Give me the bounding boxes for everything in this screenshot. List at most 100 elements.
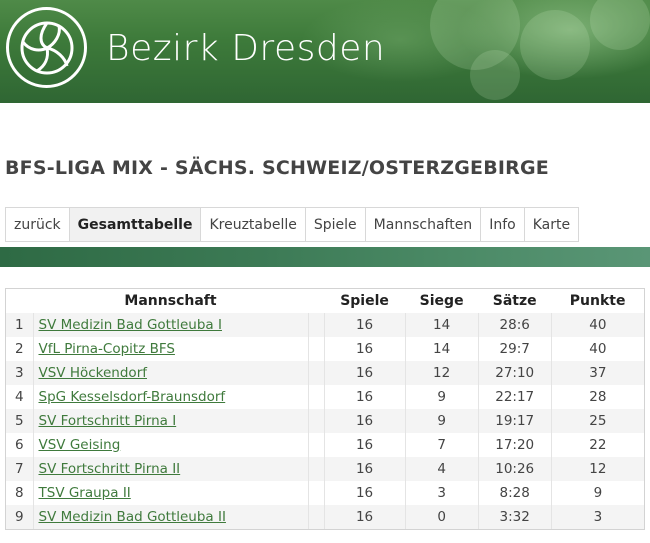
cell-games: 16 (323, 457, 406, 481)
cell-team: VSV Höckendorf (32, 361, 308, 385)
page-title: BFS-LIGA MIX - SÄCHS. SCHWEIZ/OSTERZGEBI… (5, 157, 549, 179)
col-team: Mannschaft (124, 293, 217, 309)
tab-info[interactable]: Info (481, 208, 525, 241)
cell-sets: 8:28 (477, 481, 552, 505)
tab-map[interactable]: Karte (532, 216, 571, 233)
cell-points: 12 (550, 457, 644, 481)
cell-sets: 17:20 (477, 433, 552, 457)
cell-wins: 3 (404, 481, 479, 505)
table-row: 4 SpG Kesselsdorf-Braunsdorf 16 9 22:17 28 (6, 385, 644, 409)
col-gap (308, 289, 324, 313)
team-link[interactable]: SV Medizin Bad Gottleuba I (38, 317, 222, 333)
cell-points: 28 (550, 385, 644, 409)
cell-wins: 12 (404, 361, 479, 385)
team-link[interactable]: SpG Kesselsdorf-Braunsdorf (38, 389, 226, 405)
table-row: 7 SV Fortschritt Pirna II 16 4 10:26 12 (6, 457, 644, 481)
cell-wins: 14 (404, 313, 479, 337)
cell-points: 40 (550, 337, 644, 361)
cell-games: 16 (323, 505, 406, 529)
tab-cross-table[interactable]: Kreuztabelle (201, 208, 306, 241)
team-link[interactable]: TSV Graupa II (38, 485, 131, 501)
col-games: Spiele (340, 293, 389, 309)
cell-games: 16 (323, 433, 406, 457)
cell-sets: 3:32 (477, 505, 552, 529)
table-row: 5 SV Fortschritt Pirna I 16 9 19:17 25 (6, 409, 644, 433)
site-header: Bezirk Dresden (0, 0, 650, 103)
team-link[interactable]: SV Fortschritt Pirna I (38, 413, 177, 429)
tab-games[interactable]: Spiele (306, 208, 366, 241)
tab-teams[interactable]: Mannschaften (366, 208, 482, 241)
standings-table: Mannschaft Spiele Siege Sätze Punkte 1 SV… (5, 288, 645, 530)
cell-gap (307, 313, 324, 337)
cell-games: 16 (323, 361, 406, 385)
header-decoration (520, 10, 590, 80)
cell-points: 22 (550, 433, 644, 457)
col-sets: Sätze (492, 293, 537, 309)
cell-team: SV Fortschritt Pirna II (32, 457, 308, 481)
cell-gap (307, 481, 324, 505)
cell-gap (307, 457, 324, 481)
team-link[interactable]: SV Fortschritt Pirna II (38, 461, 181, 477)
cell-games: 16 (323, 337, 406, 361)
cell-sets: 28:6 (477, 313, 552, 337)
cell-position: 5 (6, 409, 33, 433)
cell-gap (307, 433, 324, 457)
cell-gap (307, 337, 324, 361)
tab-bar: zurück Gesamttabelle Kreuztabelle Spiele… (5, 207, 580, 242)
cell-position: 6 (14, 437, 24, 453)
cell-position: 8 (14, 485, 24, 501)
table-row: 8 TSV Graupa II 16 3 8:28 9 (6, 481, 644, 505)
cell-gap (307, 409, 324, 433)
cell-position: 2 (14, 341, 24, 357)
cell-gap (307, 361, 324, 385)
cell-team: TSV Graupa II (32, 481, 308, 505)
col-wins: Siege (419, 293, 464, 309)
header-decoration (470, 50, 520, 100)
cell-team: SV Medizin Bad Gottleuba I (32, 313, 308, 337)
cell-team: SV Fortschritt Pirna I (32, 409, 308, 433)
cell-team: VSV Geising (32, 433, 308, 457)
cell-position: 1 (6, 313, 33, 337)
cell-sets: 29:7 (477, 337, 552, 361)
volleyball-icon[interactable] (6, 7, 87, 88)
team-link[interactable]: SV Medizin Bad Gottleuba II (38, 509, 226, 525)
team-link[interactable]: VSV Höckendorf (38, 365, 148, 381)
cell-wins: 9 (404, 385, 479, 409)
col-points: Punkte (569, 293, 626, 309)
cell-wins: 14 (404, 337, 479, 361)
cell-gap (307, 505, 324, 529)
cell-team: SpG Kesselsdorf-Braunsdorf (32, 385, 308, 409)
col-position (6, 289, 33, 313)
cell-wins: 9 (404, 409, 479, 433)
cell-wins: 0 (404, 505, 479, 529)
cell-games: 16 (323, 385, 406, 409)
team-link[interactable]: VfL Pirna-Copitz BFS (38, 341, 175, 357)
header-decoration (430, 0, 520, 70)
cell-team: VfL Pirna-Copitz BFS (32, 337, 308, 361)
site-title[interactable]: Bezirk Dresden (106, 28, 386, 69)
table-row: 2 VfL Pirna-Copitz BFS 16 14 29:7 40 (6, 337, 644, 361)
table-header-row: Mannschaft Spiele Siege Sätze Punkte (6, 289, 644, 313)
cell-points: 37 (550, 361, 644, 385)
cell-points: 3 (550, 505, 644, 529)
cell-points: 25 (550, 409, 644, 433)
cell-position: 3 (6, 361, 33, 385)
cell-team: SV Medizin Bad Gottleuba II (32, 505, 308, 529)
cell-gap (307, 385, 324, 409)
cell-games: 16 (323, 313, 406, 337)
cell-wins: 7 (404, 433, 479, 457)
cell-games: 16 (323, 409, 406, 433)
cell-points: 9 (550, 481, 644, 505)
cell-position: 4 (14, 389, 24, 405)
cell-sets: 10:26 (477, 457, 552, 481)
table-row: 9 SV Medizin Bad Gottleuba II 16 0 3:32 3 (6, 505, 644, 529)
divider-stripe (0, 247, 650, 267)
table-row: 3 VSV Höckendorf 16 12 27:10 37 (6, 361, 644, 385)
cell-sets: 27:10 (477, 361, 552, 385)
cell-sets: 19:17 (477, 409, 552, 433)
tab-back[interactable]: zurück (6, 208, 70, 241)
team-link[interactable]: VSV Geising (38, 437, 121, 453)
tab-overall-table[interactable]: Gesamttabelle (69, 208, 202, 241)
cell-games: 16 (323, 481, 406, 505)
table-row: 6 VSV Geising 16 7 17:20 22 (6, 433, 644, 457)
